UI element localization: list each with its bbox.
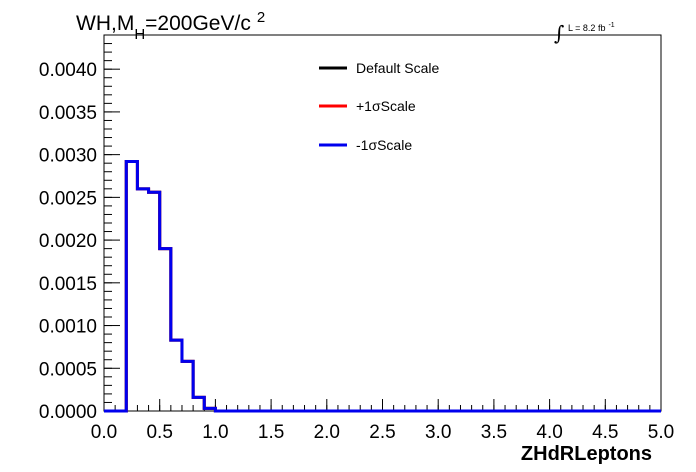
legend: Default Scale +1σScale -1σScale [319,60,439,153]
y-tick-label: 0.0025 [39,188,97,209]
legend-label-minus-sigma: -1σScale [356,137,412,153]
x-tick-label: 4.0 [536,422,562,443]
series-layer [104,159,661,413]
y-tick-label: 0.0040 [39,60,97,81]
x-tick-label: 1.0 [202,422,228,443]
series-line-2 [104,159,661,413]
x-tick-label: 0.5 [146,422,172,443]
x-tick-label: 2.5 [369,422,395,443]
title-superscript: 2 [257,9,265,26]
x-tick-label: 4.5 [592,422,618,443]
y-tick-label: 0.0005 [39,359,97,380]
title-main: =200GeV/c [145,12,251,35]
legend-label-default: Default Scale [356,60,439,76]
x-tick-label: 1.5 [258,422,284,443]
y-axis: 0.0000 0.0005 0.0010 0.0015 0.0020 0.0025 0.00… [39,34,120,423]
x-tick-label: 5.0 [648,422,674,443]
y-tick-label: 0.0030 [39,146,97,167]
legend-label-plus-sigma: +1σScale [356,98,416,114]
luminosity-text: L = 8.2 fb [568,23,605,33]
y-tick-label: 0.0020 [39,231,97,252]
x-tick-label: 3.5 [481,422,507,443]
x-tick-label: 0.0 [91,422,117,443]
y-tick-label: 0.0015 [39,274,97,295]
title-subscript: H [134,26,145,43]
chart-title: WH,MH=200GeV/c 2 [76,9,265,43]
luminosity-label: L = 8.2 fb -1 [568,22,615,33]
y-tick-label: 0.0035 [39,103,97,124]
luminosity-superscript: -1 [608,22,614,29]
y-tick-label: 0.0010 [39,317,97,338]
x-axis-label: ZHdRLeptons [521,443,652,465]
x-tick-label: 3.0 [425,422,451,443]
title-prefix: WH,M [76,12,134,35]
integral-symbol: ∫ [554,21,564,45]
x-tick-label: 2.0 [314,422,340,443]
y-tick-label: 0.0000 [39,402,97,423]
